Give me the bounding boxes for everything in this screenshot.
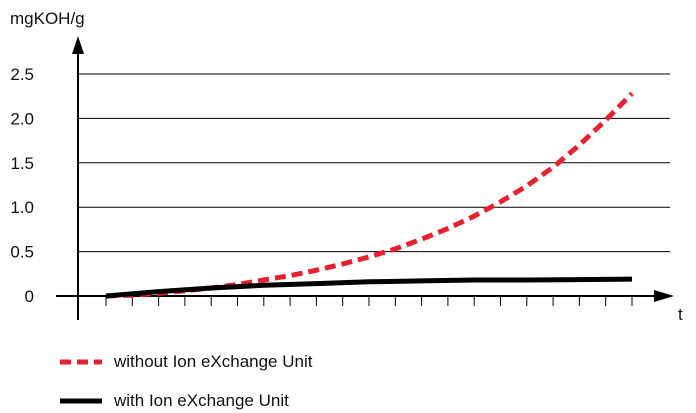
- y-axis-arrow: [72, 36, 84, 54]
- y-axis-label: mgKOH/g: [10, 9, 85, 28]
- series-line-without: [105, 91, 634, 299]
- x-axis-label: t: [678, 305, 683, 324]
- legend-label-without: without Ion eXchange Unit: [113, 352, 313, 371]
- legend: without Ion eXchange Unit with Ion eXcha…: [60, 352, 313, 410]
- y-tick-labels: 0 0.5 1.0 1.5 2.0 2.5: [10, 65, 34, 306]
- y-tick-label: 0: [25, 287, 34, 306]
- x-ticks: [105, 296, 633, 306]
- y-tick-label: 2.5: [10, 65, 34, 84]
- y-tick-label: 1.5: [10, 154, 34, 173]
- y-tick-label: 0.5: [10, 243, 34, 262]
- y-tick-label: 2.0: [10, 109, 34, 128]
- series-lines: [105, 91, 634, 299]
- x-axis-arrow: [654, 290, 674, 302]
- series-line-with: [105, 276, 633, 299]
- y-tick-label: 1.0: [10, 198, 34, 217]
- legend-label-with: with Ion eXchange Unit: [113, 391, 289, 410]
- gridlines: [78, 73, 670, 253]
